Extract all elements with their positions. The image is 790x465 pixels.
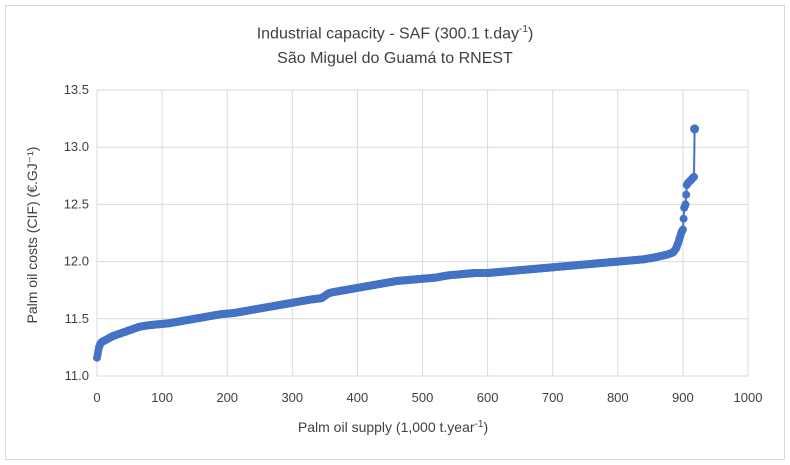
y-tick-label: 13.5 <box>64 82 89 97</box>
x-tick-label: 900 <box>672 390 694 405</box>
y-axis-title: Palm oil costs (CIF) (€.GJ⁻¹) <box>24 147 40 324</box>
chart-title-line2: São Miguel do Guamá to RNEST <box>277 50 513 67</box>
grid-lines <box>96 89 749 377</box>
data-point <box>679 214 688 223</box>
y-tick-label: 13.0 <box>64 139 89 154</box>
data-point <box>681 200 690 209</box>
x-tick-label: 200 <box>216 390 238 405</box>
x-tick-label: 500 <box>412 390 434 405</box>
data-point <box>678 225 687 234</box>
y-tick-label: 11.5 <box>65 311 89 326</box>
y-tick-label: 12.0 <box>64 254 89 269</box>
x-tick-label: 100 <box>151 390 173 405</box>
x-axis-title: Palm oil supply (1,000 t.year-1) <box>298 419 488 435</box>
x-tick-label: 300 <box>281 390 303 405</box>
x-tick-label: 1000 <box>734 390 763 405</box>
data-point <box>690 124 700 134</box>
x-tick-label: 600 <box>477 390 499 405</box>
x-tick-label: 700 <box>542 390 564 405</box>
data-point <box>690 172 698 181</box>
x-tick-labels: 0 100 200 300 400 500 600 700 800 900 1000 <box>93 390 762 405</box>
data-point <box>682 190 691 199</box>
y-tick-label: 11.0 <box>65 368 89 383</box>
series-palm-oil-costs <box>93 124 700 362</box>
chart-frame <box>5 5 785 460</box>
x-tick-label: 0 <box>93 390 100 405</box>
y-tick-label: 12.5 <box>64 196 89 211</box>
y-tick-labels: 11.0 11.5 12.0 12.5 13.0 13.5 <box>64 82 89 383</box>
x-tick-label: 400 <box>347 390 369 405</box>
chart-title-line1: Industrial capacity - SAF (300.1 t.day-1… <box>256 24 534 43</box>
x-tick-label: 800 <box>607 390 629 405</box>
